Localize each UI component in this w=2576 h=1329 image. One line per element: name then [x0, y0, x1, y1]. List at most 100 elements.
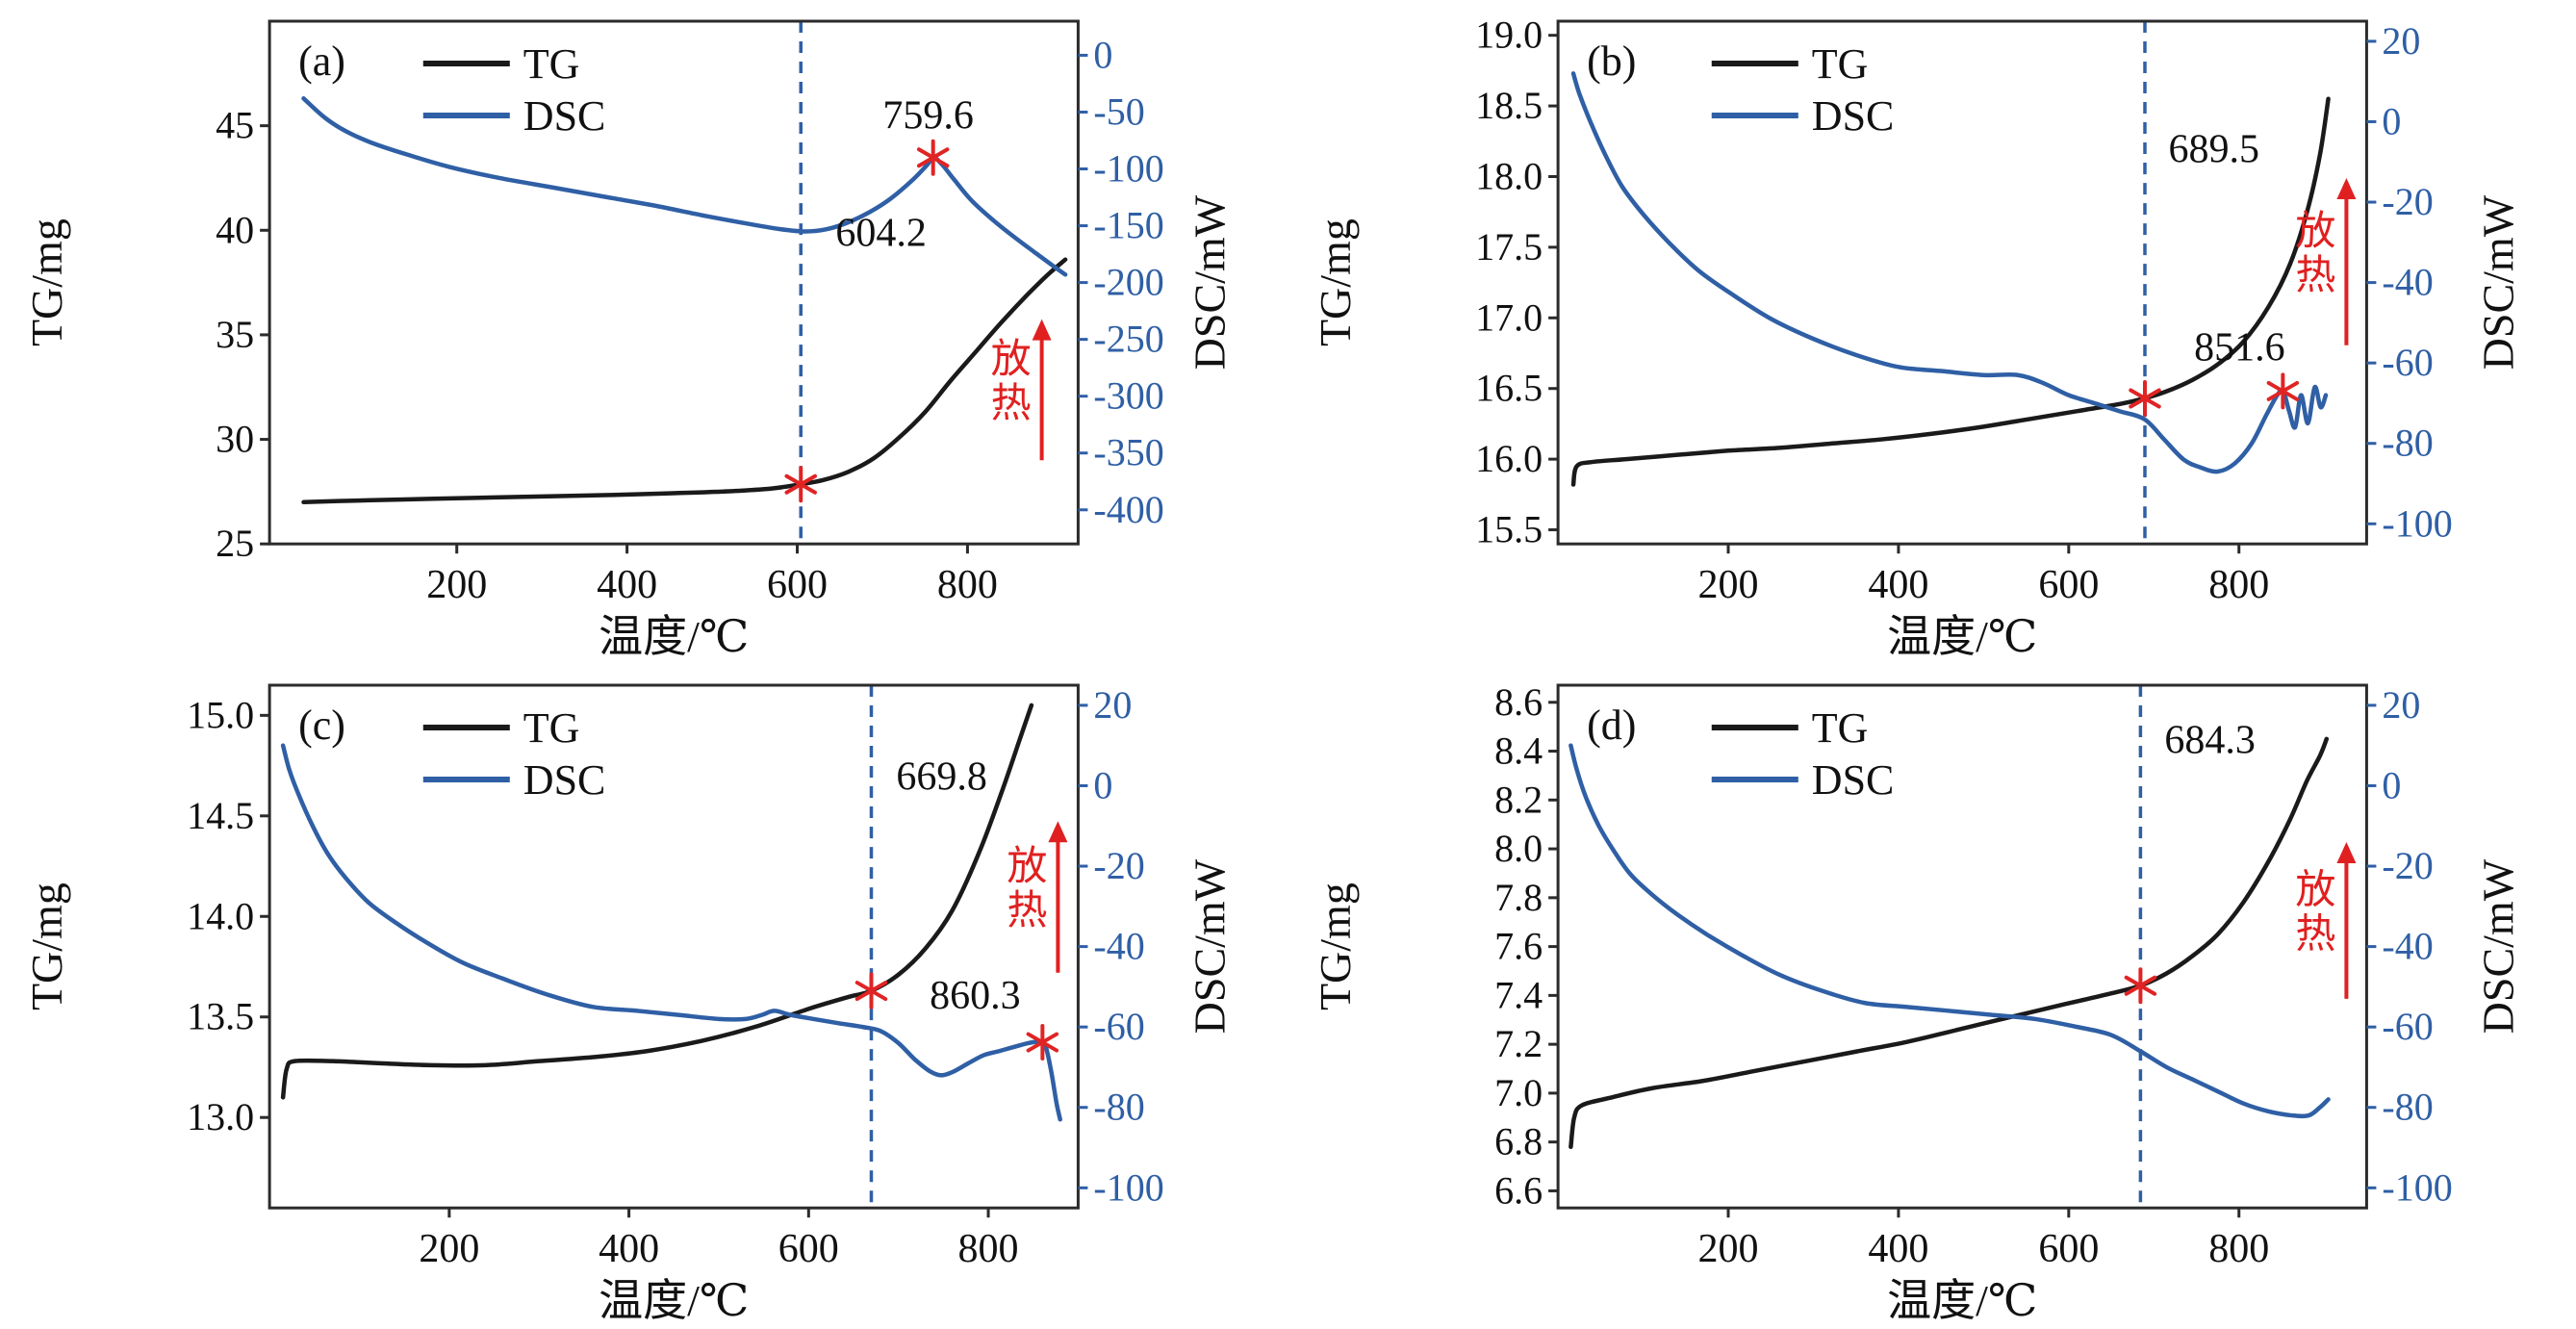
right-tick-label: 0 [2382, 99, 2401, 142]
legend-label-dsc: DSC [523, 756, 606, 804]
exo-label: 放热 [1007, 845, 1047, 933]
legend-label-tg: TG [1811, 704, 1868, 752]
right-tick-label: -60 [2382, 341, 2433, 384]
left-tick-label: 16.0 [1475, 437, 1543, 480]
x-tick-label: 800 [2208, 563, 2269, 607]
left-tick-label: 7.8 [1494, 876, 1543, 919]
legend-label-dsc: DSC [1811, 92, 1894, 140]
left-tick-label: 35 [216, 313, 254, 356]
left-tick-label: 7.2 [1494, 1022, 1543, 1065]
left-tick-label: 7.4 [1494, 974, 1543, 1017]
right-tick-label: -40 [2382, 261, 2433, 304]
right-axis-title: DSC/mW [1185, 859, 1234, 1035]
right-tick-label: -100 [1093, 1166, 1163, 1210]
tg-curve [303, 260, 1065, 502]
left-tick-label: 30 [216, 418, 254, 461]
left-axis-title: TG/mg [1311, 882, 1360, 1010]
right-tick-label: -150 [1093, 204, 1163, 247]
x-tick-label: 800 [2208, 1227, 2269, 1271]
left-tick-label: 7.6 [1494, 925, 1543, 968]
right-tick-label: 20 [2382, 19, 2420, 63]
plot-frame [1558, 21, 2366, 544]
exo-label-char: 热 [2295, 254, 2335, 298]
exo-label-char: 放 [2295, 869, 2335, 913]
left-tick-label: 16.5 [1475, 367, 1543, 410]
legend-label-tg: TG [523, 40, 580, 88]
x-tick-label: 400 [1868, 563, 1928, 607]
left-tick-label: 40 [216, 208, 254, 251]
left-tick-label: 25 [216, 522, 254, 565]
right-tick-label: 0 [1093, 764, 1112, 807]
peak-temperature-label: 851.6 [2194, 325, 2285, 370]
right-tick-label: -100 [1093, 147, 1163, 191]
vline-temperature-label: 689.5 [2168, 128, 2259, 172]
right-tick-label: 0 [2382, 764, 2401, 807]
right-axis-title: DSC/mW [1185, 194, 1234, 370]
left-tick-label: 14.5 [187, 794, 254, 837]
left-tick-label: 6.6 [1494, 1169, 1543, 1213]
panel-b-chart: 19.018.518.017.517.016.516.015.5200-20-4… [1288, 0, 2576, 664]
panel-letter-label: (b) [1587, 38, 1636, 85]
panel-d-chart: 8.68.48.28.07.87.67.47.27.06.86.6200-20-… [1288, 664, 2576, 1328]
vline-temperature-label: 684.3 [2164, 719, 2255, 763]
right-tick-label: -350 [1093, 431, 1163, 474]
vline-temperature-label: 604.2 [835, 212, 927, 256]
left-tick-label: 8.2 [1494, 779, 1543, 822]
x-axis-title: 温度/℃ [1887, 612, 2037, 661]
dsc-curve [1570, 746, 2328, 1116]
plot-frame [1558, 685, 2366, 1208]
right-tick-label: -40 [1093, 925, 1144, 968]
x-tick-label: 800 [937, 563, 998, 607]
exo-label: 放热 [2295, 210, 2335, 298]
left-axis-title: TG/mg [22, 218, 71, 346]
right-tick-label: -40 [2382, 925, 2433, 968]
left-tick-label: 18.0 [1475, 155, 1543, 198]
right-tick-label: 20 [2382, 683, 2420, 727]
left-tick-label: 13.5 [187, 995, 254, 1038]
right-tick-label: -60 [1093, 1005, 1144, 1048]
panel-letter-label: (d) [1587, 702, 1636, 749]
legend-label-dsc: DSC [523, 92, 606, 140]
right-tick-label: -20 [1093, 844, 1144, 887]
left-axis-title: TG/mg [1311, 218, 1360, 346]
exo-label-char: 热 [2295, 913, 2335, 958]
legend-label-tg: TG [523, 704, 580, 752]
right-tick-label: 0 [1093, 33, 1112, 76]
exo-arrow-head [1048, 821, 1067, 842]
left-tick-label: 14.0 [187, 895, 254, 938]
left-tick-label: 45 [216, 104, 254, 147]
right-tick-label: -60 [2382, 1005, 2433, 1048]
right-tick-label: -200 [1093, 261, 1163, 304]
x-tick-label: 200 [419, 1227, 479, 1271]
left-tick-label: 8.4 [1494, 729, 1543, 773]
panel-a-chart: 45403530250-50-100-150-200-250-300-350-4… [0, 0, 1288, 664]
legend-label-dsc: DSC [1811, 756, 1894, 804]
right-tick-label: -300 [1093, 374, 1163, 418]
x-tick-label: 400 [1868, 1227, 1928, 1271]
left-tick-label: 6.8 [1494, 1120, 1543, 1163]
panel-letter-label: (c) [298, 702, 345, 749]
x-tick-label: 400 [597, 563, 657, 607]
right-tick-label: -100 [2382, 501, 2452, 545]
peak-temperature-label: 860.3 [930, 974, 1021, 1018]
left-tick-label: 18.5 [1475, 84, 1543, 127]
x-tick-label: 200 [1697, 1227, 1758, 1271]
tg-curve [1570, 739, 2326, 1147]
right-tick-label: -400 [1093, 488, 1163, 531]
right-tick-label: -80 [2382, 1086, 2433, 1129]
vline-temperature-label: 669.8 [896, 755, 987, 800]
x-axis-title: 温度/℃ [599, 1276, 749, 1325]
x-tick-label: 600 [2038, 563, 2099, 607]
left-tick-label: 8.0 [1494, 827, 1543, 870]
right-tick-label: -20 [2382, 844, 2433, 887]
left-axis-title: TG/mg [22, 882, 71, 1010]
right-tick-label: -80 [2382, 422, 2433, 465]
right-tick-label: -80 [1093, 1086, 1144, 1129]
x-tick-label: 600 [2038, 1227, 2099, 1271]
x-tick-label: 200 [426, 563, 487, 607]
x-tick-label: 600 [778, 1227, 839, 1271]
peak-temperature-label: 759.6 [882, 94, 974, 139]
